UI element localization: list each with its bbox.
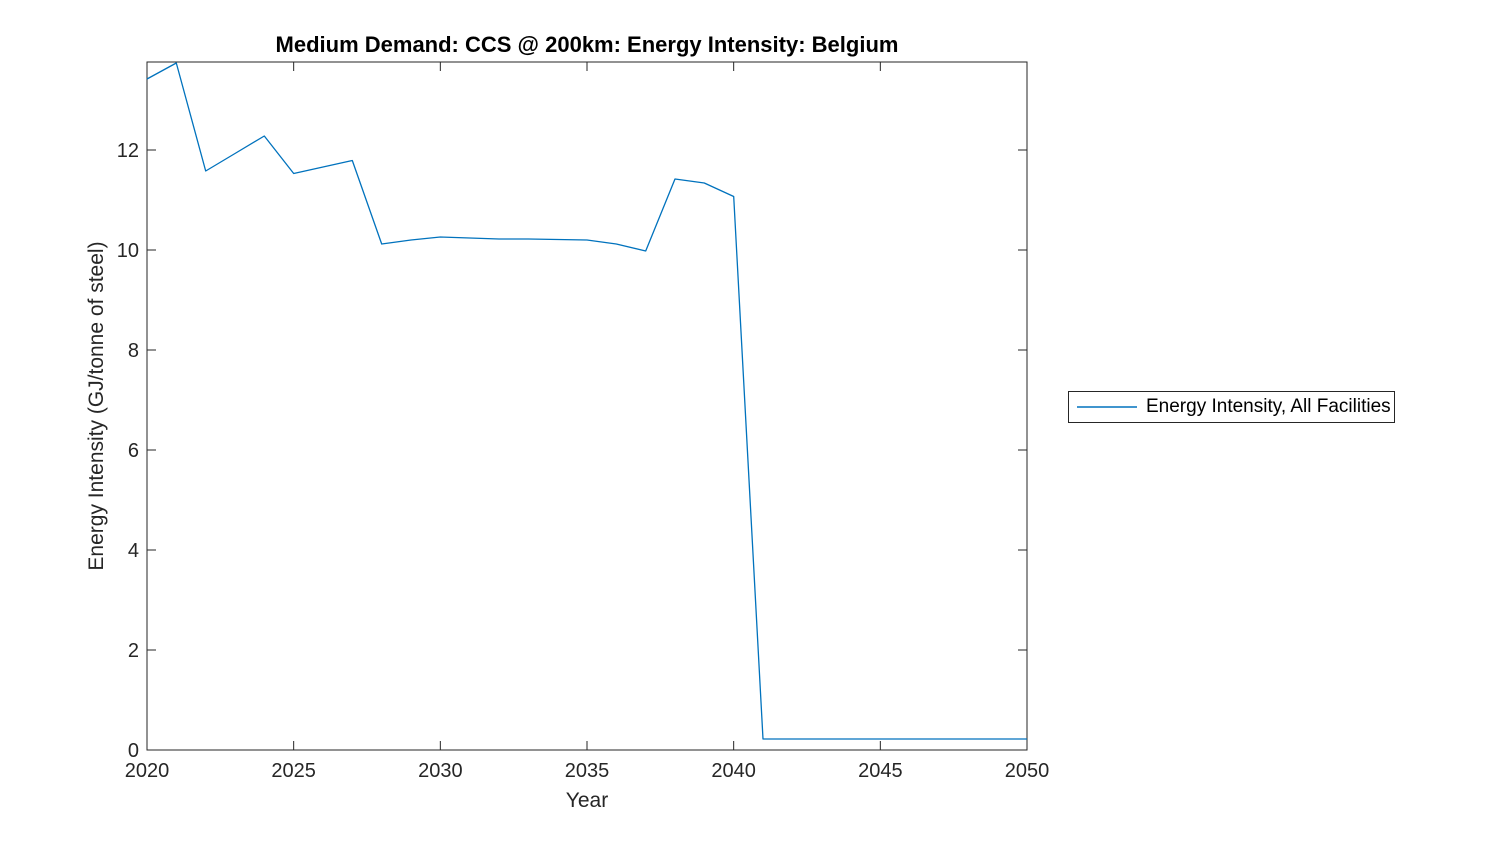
x-tick-label: 2040 [711, 760, 756, 782]
chart-title: Medium Demand: CCS @ 200km: Energy Inten… [275, 32, 899, 57]
x-axis-tick-labels: 2020 2025 2030 2035 2040 2045 2050 [125, 760, 1050, 782]
y-tick-label: 6 [128, 440, 139, 462]
y-tick-label: 0 [128, 740, 139, 762]
energy-intensity-line [146, 62, 1027, 740]
x-tick-label: 2020 [125, 760, 170, 782]
y-tick-label: 10 [117, 240, 139, 262]
x-tick-label: 2030 [418, 760, 463, 782]
legend: Energy Intensity, All Facilities [1068, 391, 1395, 423]
y-axis-tick-labels: 0 2 4 6 8 10 12 [117, 140, 139, 762]
legend-entry-label: Energy Intensity, All Facilities [1146, 396, 1391, 417]
x-tick-label: 2035 [565, 760, 610, 782]
x-axis-label: Year [565, 789, 609, 812]
y-tick-label: 12 [117, 140, 139, 162]
x-tick-label: 2025 [271, 760, 316, 782]
y-axis-label: Energy Intensity (GJ/tonne of steel) [85, 241, 108, 571]
x-tick-label: 2050 [1005, 760, 1050, 782]
x-tick-label: 2045 [858, 760, 903, 782]
plot-box-border [146, 61, 1028, 751]
legend-line-sample [1077, 406, 1137, 408]
y-tick-label: 8 [128, 340, 139, 362]
y-tick-label: 2 [128, 640, 139, 662]
y-tick-label: 4 [128, 540, 139, 562]
axis-ticks [146, 62, 1028, 751]
